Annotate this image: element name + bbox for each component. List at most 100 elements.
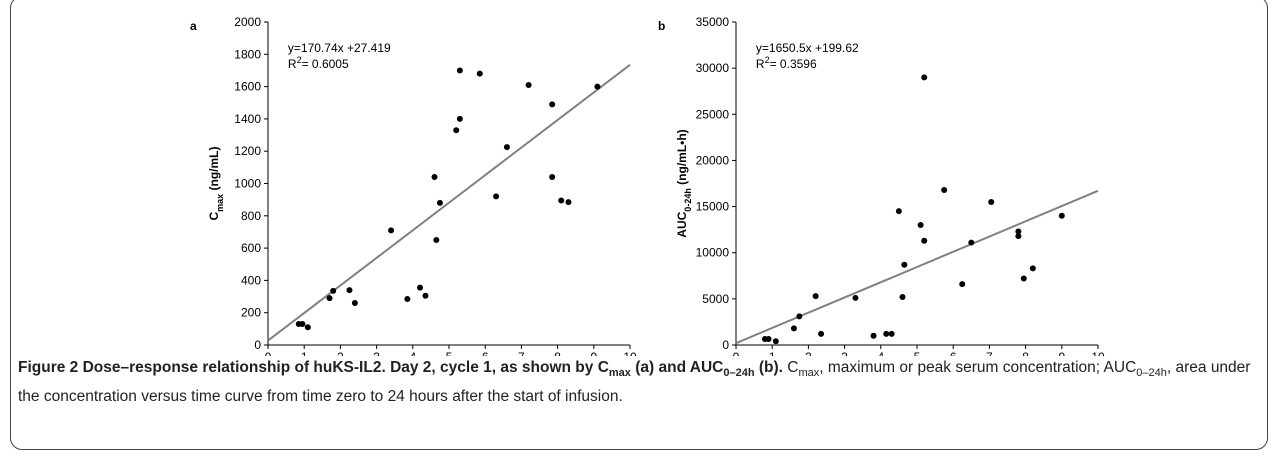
point bbox=[899, 294, 906, 301]
charts: 0123456789100200400600800100012001400160… bbox=[190, 15, 1105, 356]
caption: Figure 2 Dose–response relationship of h… bbox=[18, 356, 1258, 408]
point bbox=[549, 174, 556, 181]
x-tick-label: 2 bbox=[337, 350, 344, 356]
y-tick-label: 20000 bbox=[696, 153, 730, 167]
x-tick-label: 3 bbox=[841, 350, 848, 356]
x-tick-label: 4 bbox=[409, 350, 416, 356]
y-tick-label: 1000 bbox=[234, 177, 261, 191]
point bbox=[921, 74, 928, 81]
x-tick-label: 10 bbox=[623, 350, 637, 356]
subscript: 2 bbox=[765, 55, 770, 65]
label-part: C bbox=[207, 212, 221, 221]
point bbox=[503, 144, 510, 151]
x-tick-label: 5 bbox=[446, 350, 453, 356]
subscript: 0-24h bbox=[683, 188, 693, 212]
y-axis-title: Cmax (ng/mL) bbox=[207, 146, 225, 220]
label-part: = 0.3596 bbox=[770, 57, 817, 71]
point bbox=[422, 292, 429, 299]
y-tick-label: 0 bbox=[722, 338, 729, 352]
panel-label: b bbox=[658, 19, 665, 33]
caption-text: (a) and AUC bbox=[630, 359, 724, 376]
caption-text: Figure 2 Dose–response relationship of h… bbox=[18, 359, 609, 376]
point bbox=[351, 300, 358, 307]
point bbox=[870, 332, 877, 339]
y-axis-title: AUC0-24h (ng/mL•h) bbox=[675, 129, 693, 237]
point bbox=[921, 237, 928, 244]
point bbox=[436, 199, 443, 206]
point bbox=[493, 193, 500, 200]
x-tick-label: 2 bbox=[805, 350, 812, 356]
caption-text: , maximum or peak serum concentration; A… bbox=[819, 359, 1137, 376]
point bbox=[456, 115, 463, 122]
y-tick-label: 1400 bbox=[234, 112, 261, 126]
point bbox=[812, 293, 819, 300]
point bbox=[388, 227, 395, 234]
point bbox=[852, 294, 859, 301]
label-part: = 0.6005 bbox=[302, 57, 349, 71]
point bbox=[346, 287, 353, 294]
y-tick-label: 200 bbox=[241, 306, 261, 320]
fit-line bbox=[267, 64, 631, 342]
point bbox=[456, 67, 463, 74]
equation: y=170.74x +27.419 bbox=[288, 41, 391, 55]
r-squared: R2= 0.3596 bbox=[756, 55, 817, 71]
point bbox=[790, 325, 797, 332]
r-squared: R2= 0.6005 bbox=[288, 55, 349, 71]
fit-line bbox=[735, 189, 1099, 345]
caption-title: Figure 2 Dose–response relationship of h… bbox=[18, 359, 783, 380]
x-tick-label: 6 bbox=[950, 350, 957, 356]
y-tick-label: 400 bbox=[241, 273, 261, 287]
point bbox=[433, 237, 440, 244]
x-tick-label: 8 bbox=[1022, 350, 1029, 356]
label-part: AUC bbox=[675, 211, 689, 237]
point bbox=[818, 330, 825, 337]
subscript: max bbox=[608, 367, 631, 380]
caption-text: (b). bbox=[754, 359, 783, 376]
y-tick-label: 30000 bbox=[696, 61, 730, 75]
equation: y=1650.5x +199.62 bbox=[756, 41, 859, 55]
point bbox=[594, 83, 601, 90]
point bbox=[565, 199, 572, 206]
point bbox=[888, 330, 895, 337]
subscript: 0–24h bbox=[1136, 367, 1167, 380]
y-tick-label: 800 bbox=[241, 209, 261, 223]
point bbox=[431, 174, 438, 181]
subscript: max bbox=[215, 194, 225, 212]
point bbox=[1029, 265, 1036, 272]
label-part: R bbox=[756, 57, 765, 71]
x-tick-label: 9 bbox=[1058, 350, 1065, 356]
x-tick-label: 0 bbox=[733, 350, 740, 356]
figure-frame bbox=[10, 0, 1268, 450]
x-tick-label: 10 bbox=[1091, 350, 1105, 356]
point bbox=[404, 295, 411, 302]
point bbox=[1058, 212, 1065, 219]
x-tick-label: 5 bbox=[914, 350, 921, 356]
point bbox=[959, 281, 966, 288]
point bbox=[476, 70, 483, 77]
x-tick-label: 3 bbox=[373, 350, 380, 356]
y-tick-label: 600 bbox=[241, 241, 261, 255]
x-tick-label: 4 bbox=[877, 350, 884, 356]
y-tick-label: 15000 bbox=[696, 200, 730, 214]
panel-label: a bbox=[190, 19, 197, 33]
point bbox=[901, 261, 908, 268]
subscript: 2 bbox=[297, 55, 302, 65]
point bbox=[988, 198, 995, 205]
caption-body: Cmax, maximum or peak serum concentratio… bbox=[18, 359, 1250, 405]
point bbox=[883, 330, 890, 337]
point bbox=[941, 186, 948, 193]
point bbox=[417, 284, 424, 291]
point bbox=[765, 336, 772, 343]
point bbox=[453, 127, 460, 134]
point bbox=[968, 239, 975, 246]
y-tick-label: 5000 bbox=[702, 292, 729, 306]
label-part: (ng/mL•h) bbox=[675, 129, 689, 188]
point bbox=[1015, 228, 1022, 235]
y-tick-label: 25000 bbox=[696, 107, 730, 121]
point bbox=[895, 208, 902, 215]
point bbox=[796, 313, 803, 320]
subscript: 0–24h bbox=[723, 367, 755, 380]
y-tick-label: 2000 bbox=[234, 15, 261, 29]
point bbox=[299, 321, 306, 328]
y-tick-label: 1200 bbox=[234, 144, 261, 158]
